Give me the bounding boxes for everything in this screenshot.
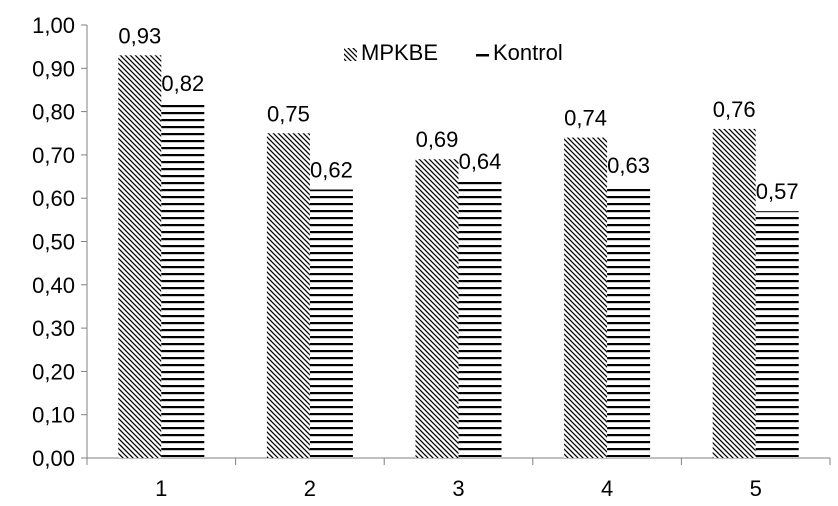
bar-mpkbe bbox=[415, 159, 459, 459]
legend: MPKBE Kontrol bbox=[344, 40, 563, 65]
y-tick-label: 0,30 bbox=[32, 316, 75, 341]
y-tick-label: 1,00 bbox=[32, 13, 75, 38]
bar-mpkbe bbox=[712, 128, 756, 459]
x-tick-label: 4 bbox=[601, 476, 613, 501]
y-tick-label: 0,40 bbox=[32, 273, 75, 298]
y-tick-label: 0,10 bbox=[32, 403, 75, 428]
data-label: 0,62 bbox=[310, 158, 353, 183]
bar-mpkbe bbox=[118, 55, 162, 459]
data-labels: 0,93 0,75 0,69 0,74 0,76 0,82 0,62 0,64 0,63 0,57 bbox=[118, 23, 798, 204]
y-tick-label: 0,50 bbox=[32, 230, 75, 255]
x-tick-label: 1 bbox=[155, 476, 167, 501]
bar-mpkbe bbox=[564, 137, 608, 458]
data-label: 0,76 bbox=[713, 97, 756, 122]
data-label: 0,75 bbox=[267, 101, 310, 126]
data-label: 0,69 bbox=[416, 127, 459, 152]
data-label: 0,64 bbox=[459, 149, 502, 174]
data-label: 0,93 bbox=[118, 23, 161, 48]
y-tick-label: 0,80 bbox=[32, 100, 75, 125]
legend-label: MPKBE bbox=[361, 40, 438, 65]
bars bbox=[118, 55, 799, 459]
bar-mpkbe bbox=[266, 133, 310, 458]
y-tick-label: 0,90 bbox=[32, 56, 75, 81]
bar-kontrol bbox=[607, 185, 651, 458]
bar-kontrol bbox=[161, 102, 205, 458]
bar-kontrol bbox=[755, 211, 799, 458]
y-tick-label: 0,00 bbox=[32, 446, 75, 471]
data-label: 0,74 bbox=[564, 106, 607, 131]
axes: 0,00 0,10 0,20 0,30 0,40 0,50 0,60 0,70 0,80 0,90… bbox=[32, 13, 831, 501]
legend-swatch-mpkbe bbox=[344, 48, 357, 61]
y-tick-label: 0,20 bbox=[32, 359, 75, 384]
y-tick-label: 0,60 bbox=[32, 186, 75, 211]
data-label: 0,82 bbox=[161, 71, 204, 96]
x-tick-label: 3 bbox=[452, 476, 464, 501]
y-tick-label: 0,70 bbox=[32, 143, 75, 168]
bar-kontrol bbox=[309, 189, 353, 459]
data-label: 0,63 bbox=[607, 153, 650, 178]
x-tick-label: 2 bbox=[304, 476, 316, 501]
legend-swatch-kontrol bbox=[476, 54, 489, 57]
x-tick-label: 5 bbox=[750, 476, 762, 501]
bar-kontrol bbox=[458, 180, 502, 458]
legend-label: Kontrol bbox=[493, 40, 563, 65]
data-label: 0,57 bbox=[756, 179, 799, 204]
